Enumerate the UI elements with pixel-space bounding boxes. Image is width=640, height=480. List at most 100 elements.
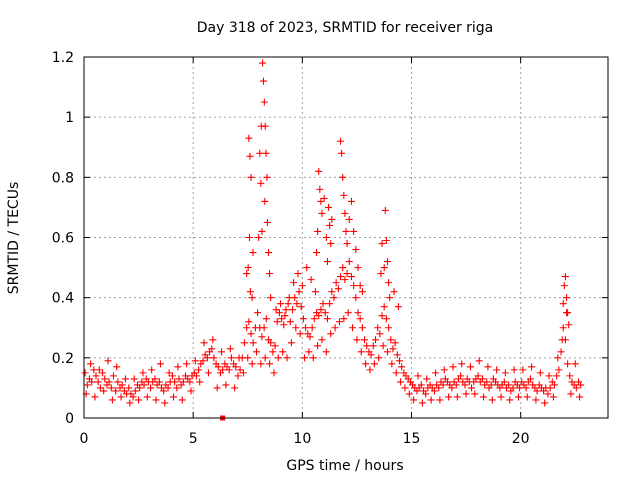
data-point [418,399,426,407]
data-point [279,348,287,356]
data-point [148,366,156,374]
data-point [271,342,279,350]
data-point [380,264,388,272]
data-point [105,378,113,386]
data-point [335,318,343,326]
data-point [278,315,286,323]
data-point [263,218,271,226]
data-point [341,209,349,217]
data-point [151,375,159,383]
data-point [260,324,268,332]
data-point [475,357,483,365]
data-point [187,387,195,395]
data-point [380,303,388,311]
data-point [480,393,488,401]
data-point [297,303,305,311]
data-point [171,378,179,386]
data-point [375,354,383,362]
data-point [315,312,323,320]
data-point [191,357,199,365]
data-point [488,396,496,404]
data-point [247,330,255,338]
data-point [331,324,339,332]
data-point [235,354,243,362]
data-point [298,282,306,290]
data-point [326,221,334,229]
data-point [139,369,147,377]
data-point [104,357,112,365]
data-point [88,378,96,386]
chart-title: Day 318 of 2023, SRMTID for receiver rig… [197,20,494,36]
data-point [303,264,311,272]
data-point [156,360,164,368]
data-point [381,206,389,214]
data-point [352,294,360,302]
data-point [516,384,524,392]
data-point [87,360,95,368]
data-point [226,345,234,353]
data-point [236,366,244,374]
data-point [101,375,109,383]
data-point [566,372,574,380]
data-point [478,375,486,383]
data-point [378,312,386,320]
data-point [383,258,391,266]
data-point [417,381,425,389]
data-point [350,227,358,235]
data-point [255,234,263,241]
data-point [382,315,390,323]
data-point [327,240,335,248]
data-point [299,315,307,323]
data-point [263,173,271,181]
data-point [347,197,355,205]
data-point [395,357,403,365]
data-point [453,393,461,401]
data-point [448,384,456,392]
data-point [330,294,338,302]
data-point [293,300,301,308]
data-point [353,336,361,344]
data-point [322,234,330,241]
data-point [173,384,181,392]
data-point [140,381,148,389]
data-point [341,276,349,284]
data-point [354,309,362,317]
data-point [449,363,457,371]
data-point [471,390,479,398]
data-point [345,258,353,266]
data-point [410,396,418,404]
data-point [289,306,297,314]
data-point [247,173,255,181]
data-point [356,315,364,323]
data-point [388,360,396,368]
data-point [371,336,379,344]
data-point [307,276,315,284]
data-point [260,98,268,106]
data-point [514,393,522,401]
data-point [125,384,133,392]
data-point [323,258,331,266]
data-point [292,324,300,332]
x-tick-label: 10 [293,431,311,447]
data-point [321,309,329,317]
data-point [468,384,476,392]
data-point [545,372,553,380]
data-point [519,366,527,374]
data-point [436,396,444,404]
data-point [92,372,100,380]
data-point [544,390,552,398]
data-point [311,288,319,296]
data-point [323,315,331,323]
data-points [81,59,585,421]
data-point [349,324,357,332]
data-point [452,381,460,389]
data-point [248,360,256,368]
data-point [155,378,163,386]
data-point [225,366,233,374]
data-point [267,294,275,302]
data-point [252,348,260,356]
data-point [231,384,239,392]
data-point [391,339,399,347]
data-point [179,378,187,386]
data-point [564,309,572,317]
